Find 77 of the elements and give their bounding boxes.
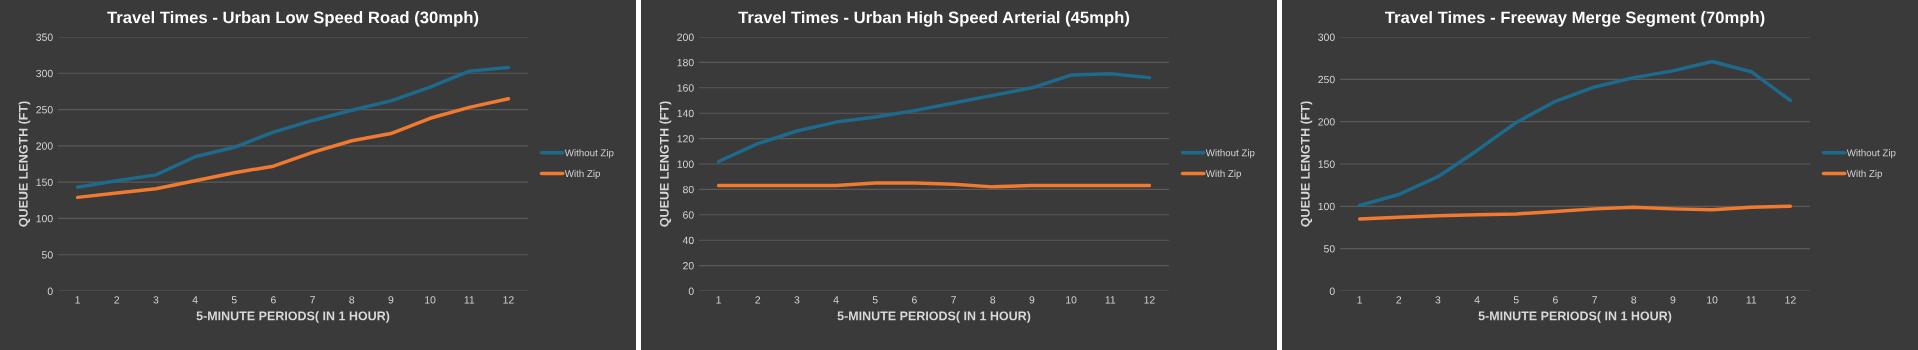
x-tick-label: 9 (388, 296, 394, 304)
x-tick-label: 5 (231, 296, 237, 304)
x-tick-label: 12 (503, 296, 514, 304)
x-tick-label: 1 (75, 296, 80, 304)
y-tick-label: 60 (683, 211, 694, 219)
y-tick-label: 250 (1318, 75, 1335, 84)
y-tick-label: 150 (1318, 160, 1335, 168)
x-tick-label: 2 (1396, 296, 1402, 304)
legend-label: With Zip (1846, 169, 1883, 179)
x-tick-label: 7 (310, 296, 315, 304)
legend-label: Without Zip (564, 149, 614, 159)
y-tick-label: 100 (1318, 202, 1335, 211)
x-tick-label: 11 (464, 296, 475, 304)
x-tick-label: 4 (192, 296, 198, 304)
y-tick-label: 200 (1318, 118, 1335, 126)
x-axis-title: 5-MINUTE PERIODS( IN 1 HOUR) (1478, 311, 1672, 323)
x-tick-label: 8 (1631, 296, 1637, 304)
legend-label: Without Zip (1846, 149, 1896, 159)
y-tick-label: 120 (677, 135, 694, 143)
y-axis-title: QUEUE LENGTH (FT) (1300, 101, 1313, 227)
x-tick-label: 6 (271, 296, 276, 304)
y-tick-label: 300 (1318, 33, 1335, 41)
y-tick-label: 350 (36, 33, 53, 41)
y-tick-label: 160 (677, 84, 694, 92)
y-axis-title: QUEUE LENGTH (FT) (659, 101, 672, 227)
y-tick-label: 50 (41, 251, 53, 259)
x-tick-label: 7 (951, 296, 956, 304)
y-tick-label: 0 (688, 287, 694, 295)
y-tick-label: 80 (683, 185, 694, 194)
x-tick-label: 2 (114, 296, 120, 304)
x-tick-label: 1 (716, 296, 721, 304)
x-tick-label: 8 (349, 296, 355, 304)
y-tick-label: 250 (36, 106, 53, 114)
y-tick-label: 180 (677, 58, 694, 67)
x-tick-label: 12 (1144, 296, 1155, 304)
y-tick-label: 100 (36, 214, 53, 223)
x-tick-label: 10 (425, 296, 436, 304)
y-tick-label: 150 (36, 178, 53, 187)
x-tick-label: 7 (1592, 296, 1597, 304)
y-tick-label: 40 (682, 236, 694, 245)
y-tick-label: 0 (1329, 287, 1335, 295)
x-tick-label: 4 (1474, 296, 1480, 304)
y-tick-label: 140 (677, 109, 694, 118)
chart-title: Travel Times - Urban Low Speed Road (30mph) (107, 11, 479, 27)
x-tick-label: 10 (1707, 296, 1718, 304)
y-tick-label: 20 (683, 262, 694, 270)
x-tick-label: 6 (912, 296, 917, 304)
legend-label: With Zip (1205, 169, 1242, 179)
x-tick-label: 12 (1785, 296, 1796, 304)
x-tick-label: 9 (1670, 296, 1676, 304)
x-axis-title: 5-MINUTE PERIODS( IN 1 HOUR) (837, 311, 1031, 323)
x-tick-label: 5 (872, 296, 878, 304)
legend-label: Without Zip (1205, 149, 1255, 159)
x-tick-label: 1 (1357, 296, 1362, 304)
x-tick-label: 11 (1746, 296, 1757, 304)
x-tick-label: 3 (153, 296, 159, 304)
y-tick-label: 50 (1323, 245, 1335, 253)
x-tick-label: 4 (833, 296, 839, 304)
y-axis-title: QUEUE LENGTH (FT) (18, 101, 31, 227)
x-tick-label: 8 (990, 296, 996, 304)
chart-title: Travel Times - Urban High Speed Arterial (45mph) (738, 11, 1130, 27)
x-tick-label: 2 (755, 296, 761, 304)
chart-title: Travel Times - Freeway Merge Segment (70mph) (1385, 11, 1765, 27)
x-axis-title: 5-MINUTE PERIODS( IN 1 HOUR) (196, 311, 390, 323)
y-tick-label: 300 (36, 69, 53, 78)
y-tick-label: 0 (47, 287, 53, 295)
x-tick-label: 11 (1105, 296, 1116, 304)
y-tick-label: 200 (677, 33, 694, 41)
x-tick-label: 5 (1513, 296, 1519, 304)
x-tick-label: 3 (1435, 296, 1441, 304)
x-tick-label: 9 (1029, 296, 1035, 304)
legend-label: With Zip (564, 169, 601, 179)
x-tick-label: 6 (1553, 296, 1558, 304)
x-tick-label: 10 (1066, 296, 1077, 304)
x-tick-label: 3 (794, 296, 800, 304)
y-tick-label: 200 (36, 142, 53, 150)
y-tick-label: 100 (677, 160, 694, 168)
